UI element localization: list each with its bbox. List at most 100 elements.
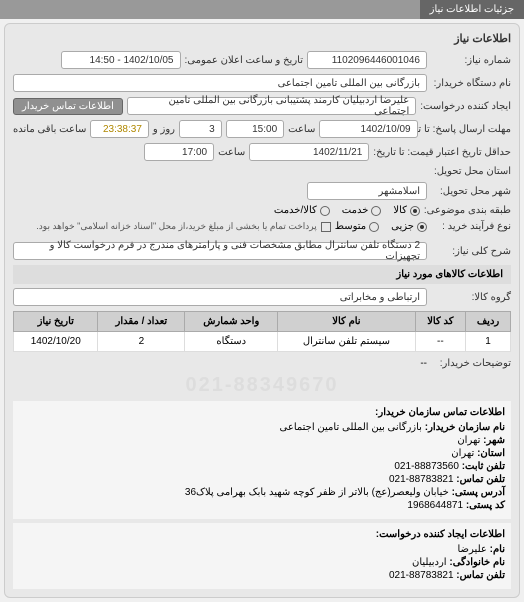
contact-value: بازرگانی بین المللی تامین اجتماعی (280, 422, 422, 433)
radio-icon (320, 206, 330, 216)
contact-value: 1968644871 (407, 500, 463, 511)
cell-qty: 2 (98, 332, 185, 352)
items-header: اطلاعات کالاهای مورد نیاز (13, 265, 511, 284)
radio-jozi-label: جزیی (391, 221, 414, 232)
contact-label: نام سازمان خریدار: (425, 422, 505, 433)
buyer-notes-value: -- (420, 358, 427, 369)
radio-khedmat-label: خدمت (342, 205, 369, 216)
contact-value: اردبیلیان (412, 557, 447, 568)
contact-row: تلفن ثابت: 88873560-021 (19, 461, 505, 472)
contact-value: علیرضا (458, 544, 487, 555)
tab-details[interactable]: جزئیات اطلاعات نیاز (420, 0, 524, 19)
radio-jozi[interactable]: جزیی (391, 221, 427, 232)
contact-row: کد پستی: 1968644871 (19, 500, 505, 511)
table-header-row: ردیف کد کالا نام کالا واحد شمارش تعداد /… (14, 312, 511, 332)
radio-khedmat[interactable]: خدمت (342, 205, 382, 216)
radio-icon (410, 206, 420, 216)
row-payment-type: نوع فرآیند خرید : جزیی متوسط پرداخت تمام… (13, 221, 511, 232)
requester-value: علیرضا اردبیلیان کارمند پشتیبانی بازرگان… (127, 97, 416, 115)
radio-icon (417, 222, 427, 232)
contact-row: آدرس پستی: خیابان ولیعصر(عج) بالاتر از ظ… (19, 487, 505, 498)
contact-label: استان: (477, 448, 505, 459)
radio-kala-khedmat-label: کالا/خدمت (274, 205, 317, 216)
validity-date: 1402/11/21 (249, 143, 369, 161)
treasury-note: پرداخت تمام یا بخشی از مبلغ خرید،از محل … (36, 221, 316, 232)
contact-label: نام خانوادگی: (449, 557, 505, 568)
payment-type-radios: جزیی متوسط (335, 221, 427, 232)
contact-value: خیابان ولیعصر(عج) بالاتر از ظفر کوچه شهی… (185, 487, 449, 498)
contact-row: نام سازمان خریدار: بازرگانی بین المللی ت… (19, 422, 505, 433)
radio-kala[interactable]: کالا (393, 205, 420, 216)
col-code: کد کالا (415, 312, 465, 332)
need-info-panel: اطلاعات نیاز شماره نیاز: 110209644600104… (4, 23, 520, 598)
cell-code: -- (415, 332, 465, 352)
need-number-value: 1102096446001046 (307, 51, 427, 69)
col-date: تاریخ نیاز (14, 312, 98, 332)
row-deadline: مهلت ارسال پاسخ: تا تاریخ: 1402/10/09 سا… (13, 120, 511, 138)
radio-icon (369, 222, 379, 232)
table-row: 1 -- سیستم تلفن سانترال دستگاه 2 1402/10… (14, 332, 511, 352)
delivery-city-value: اسلامشهر (307, 182, 427, 200)
radio-motavasset-label: متوسط (335, 221, 366, 232)
deadline-remaining-label: ساعت باقی مانده (13, 124, 86, 135)
cell-unit: دستگاه (185, 332, 278, 352)
contact-requester-title: اطلاعات ایجاد کننده درخواست: (19, 529, 505, 540)
need-number-label: شماره نیاز: (431, 55, 511, 66)
deadline-remaining: 23:38:37 (90, 120, 149, 138)
contact-buyer-title: اطلاعات تماس سازمان خریدار: (19, 407, 505, 418)
treasury-checkbox[interactable] (321, 222, 331, 232)
keywords-label: شرح کلی نیاز: (431, 246, 511, 257)
contact-row: نام خانوادگی: اردبیلیان (19, 557, 505, 568)
buyer-notes-label: توضیحات خریدار: (431, 358, 511, 369)
contact-value: 88873560-021 (394, 461, 459, 472)
deadline-date: 1402/10/09 (319, 120, 417, 138)
contact-row: استان: تهران (19, 448, 505, 459)
row-buyer-notes: توضیحات خریدار: -- (13, 358, 511, 369)
row-validity: حداقل تاریخ اعتبار قیمت: تا تاریخ: 1402/… (13, 143, 511, 161)
row-need-number: شماره نیاز: 1102096446001046 تاریخ و ساع… (13, 51, 511, 69)
items-group-label: گروه کالا: (431, 292, 511, 303)
contact-label: آدرس پستی: (452, 487, 505, 498)
subject-type-label: طبقه بندی موضوعی: (424, 205, 511, 216)
radio-motavasset[interactable]: متوسط (335, 221, 379, 232)
items-table: ردیف کد کالا نام کالا واحد شمارش تعداد /… (13, 311, 511, 352)
row-buyer-org: نام دستگاه خریدار: بازرگانی بین المللی ت… (13, 74, 511, 92)
row-subject-type: طبقه بندی موضوعی: کالا خدمت کالا/خدمت (13, 205, 511, 216)
validity-label: حداقل تاریخ اعتبار قیمت: تا تاریخ: (373, 147, 511, 158)
radio-kala-label: کالا (393, 205, 407, 216)
tab-bar: جزئیات اطلاعات نیاز (0, 0, 524, 19)
col-name: نام کالا (278, 312, 415, 332)
contact-row: شهر: تهران (19, 435, 505, 446)
contact-label: شهر: (483, 435, 505, 446)
cell-row: 1 (466, 332, 511, 352)
col-unit: واحد شمارش (185, 312, 278, 332)
validity-time-label: ساعت (218, 147, 245, 158)
announce-time-label: تاریخ و ساعت اعلان عمومی: (185, 55, 304, 66)
contact-label: نام: (490, 544, 505, 555)
contact-buyer-button[interactable]: اطلاعات تماس خریدار (13, 98, 123, 115)
radio-kala-khedmat[interactable]: کالا/خدمت (274, 205, 330, 216)
items-group-value: ارتباطی و مخابراتی (13, 288, 427, 306)
buyer-org-label: نام دستگاه خریدار: (431, 78, 511, 89)
deadline-days-label: روز و (153, 124, 175, 135)
deadline-label: مهلت ارسال پاسخ: تا تاریخ: (422, 124, 511, 135)
panel-title: اطلاعات نیاز (13, 32, 511, 45)
row-delivery-city: شهر محل تحویل: اسلامشهر (13, 182, 511, 200)
contact-row: نام: علیرضا (19, 544, 505, 555)
radio-icon (371, 206, 381, 216)
col-qty: تعداد / مقدار (98, 312, 185, 332)
contact-value: 88783821-021 (389, 474, 454, 485)
validity-time: 17:00 (144, 143, 214, 161)
contact-row: تلفن تماس: 88783821-021 (19, 474, 505, 485)
deadline-time-label: ساعت (288, 124, 315, 135)
announce-time-value: 1402/10/05 - 14:50 (61, 51, 181, 69)
keywords-value: 2 دستگاه تلفن سانترال مطابق مشخصات فنی و… (13, 242, 427, 260)
contact-value: تهران (451, 448, 474, 459)
contact-value: تهران (457, 435, 480, 446)
col-row: ردیف (466, 312, 511, 332)
contact-label: تلفن ثابت: (462, 461, 505, 472)
contact-buyer-section: اطلاعات تماس سازمان خریدار: نام سازمان خ… (13, 401, 511, 519)
contact-requester-section: اطلاعات ایجاد کننده درخواست: نام: علیرضا… (13, 523, 511, 589)
buyer-org-value: بازرگانی بین المللی تامین اجتماعی (13, 74, 427, 92)
payment-type-label: نوع فرآیند خرید : (431, 221, 511, 232)
